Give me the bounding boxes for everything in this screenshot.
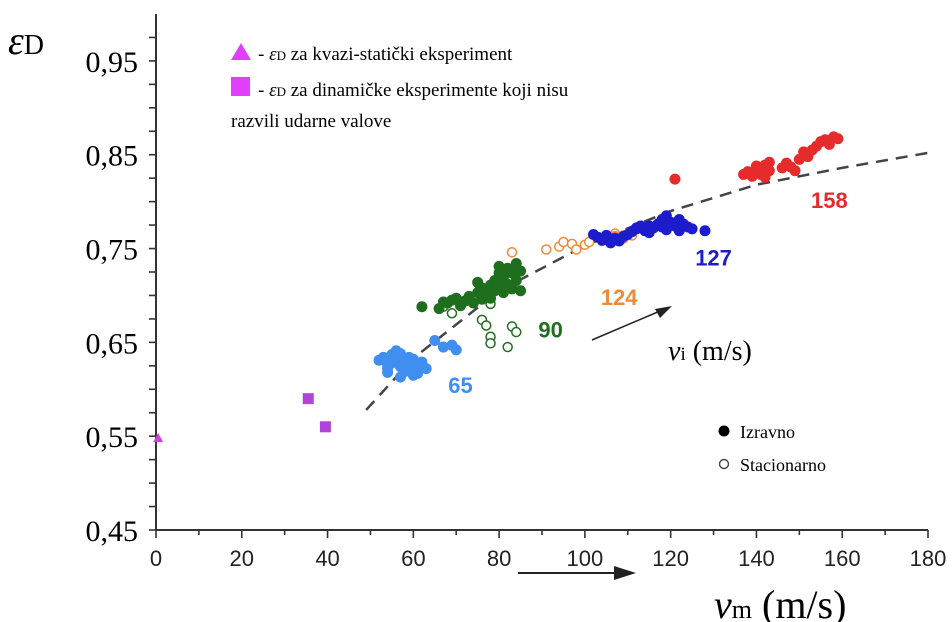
y-tick-label: 0,65 bbox=[86, 327, 139, 360]
point-filled bbox=[450, 344, 462, 356]
point-filled bbox=[763, 156, 775, 168]
point-open bbox=[511, 326, 522, 338]
point-filled bbox=[467, 297, 479, 309]
legend-filled-label: Izravno bbox=[740, 422, 795, 442]
x-tick-label: 180 bbox=[910, 546, 947, 571]
legend-item-dynamic-continuation: razvili udarne valove bbox=[231, 111, 391, 132]
legend-filled-icon bbox=[718, 425, 730, 437]
series-label: 127 bbox=[695, 245, 732, 270]
x-tick-label: 100 bbox=[567, 546, 604, 571]
point-filled bbox=[497, 287, 509, 299]
annotation-arrowhead bbox=[655, 306, 672, 318]
point-open bbox=[502, 341, 513, 353]
y-tick-label: 0,75 bbox=[86, 234, 139, 267]
series-label: 158 bbox=[811, 188, 848, 213]
legend-triangle-icon bbox=[231, 43, 251, 60]
point-filled bbox=[472, 276, 484, 288]
x-tick-label: 0 bbox=[150, 546, 162, 571]
marker-square bbox=[302, 393, 314, 405]
x-tick-label: 20 bbox=[230, 546, 254, 571]
point-filled bbox=[699, 225, 711, 237]
point-filled bbox=[510, 274, 522, 286]
x-tick-label: 120 bbox=[652, 546, 689, 571]
point-filled bbox=[630, 222, 642, 234]
series-label: 90 bbox=[538, 318, 562, 343]
point-filled bbox=[506, 283, 518, 295]
point-open bbox=[506, 247, 518, 258]
point-open bbox=[485, 338, 496, 349]
x-tick-label: 80 bbox=[487, 546, 511, 571]
point-filled bbox=[832, 133, 844, 145]
x-tick-label: 140 bbox=[738, 546, 775, 571]
point-filled bbox=[669, 173, 681, 185]
point-filled bbox=[407, 369, 419, 381]
series-label: 65 bbox=[448, 373, 472, 398]
point-open bbox=[541, 244, 552, 255]
legend-square-icon bbox=[231, 77, 250, 96]
point-open bbox=[558, 236, 569, 248]
x-axis-title: vm (m/s) bbox=[714, 582, 846, 622]
x-direction-arrowhead bbox=[614, 566, 636, 580]
x-tick-label: 160 bbox=[824, 546, 861, 571]
point-filled bbox=[643, 220, 655, 232]
point-filled bbox=[394, 371, 406, 383]
point-filled bbox=[515, 285, 527, 297]
point-filled bbox=[416, 301, 428, 313]
point-filled bbox=[382, 366, 394, 378]
marker-square bbox=[319, 421, 331, 433]
y-tick-label: 0,95 bbox=[86, 46, 139, 79]
point-filled bbox=[420, 363, 432, 375]
annotation-arrow bbox=[591, 310, 661, 341]
x-tick-label: 40 bbox=[315, 546, 339, 571]
point-filled bbox=[515, 265, 527, 277]
point-open bbox=[480, 320, 492, 331]
point-filled bbox=[789, 165, 801, 177]
point-open bbox=[571, 244, 582, 255]
legend-item-quasistatic: - εD za kvazi-statički eksperiment bbox=[258, 44, 513, 65]
marker-triangle bbox=[153, 433, 164, 443]
point-open bbox=[446, 308, 458, 319]
y-tick-label: 0,45 bbox=[86, 515, 139, 548]
point-filled bbox=[394, 348, 406, 360]
point-filled bbox=[493, 260, 505, 272]
point-filled bbox=[437, 341, 449, 353]
point-filled bbox=[686, 223, 698, 235]
legend-open-icon bbox=[718, 458, 730, 470]
y-tick-label: 0,55 bbox=[86, 421, 139, 454]
y-axis-title: εD bbox=[8, 18, 44, 63]
y-tick-label: 0,85 bbox=[86, 140, 139, 173]
x-tick-label: 60 bbox=[401, 546, 425, 571]
point-filled bbox=[763, 165, 775, 177]
legend-item-dynamic: - εD za dinamičke eksperimente koji nisu bbox=[258, 80, 569, 101]
legend-open-label: Stacionarno bbox=[740, 455, 826, 475]
series-label: 124 bbox=[601, 285, 638, 310]
point-filled bbox=[429, 334, 441, 346]
annotation-label: vi (m/s) bbox=[668, 336, 752, 367]
point-filled bbox=[750, 160, 762, 172]
